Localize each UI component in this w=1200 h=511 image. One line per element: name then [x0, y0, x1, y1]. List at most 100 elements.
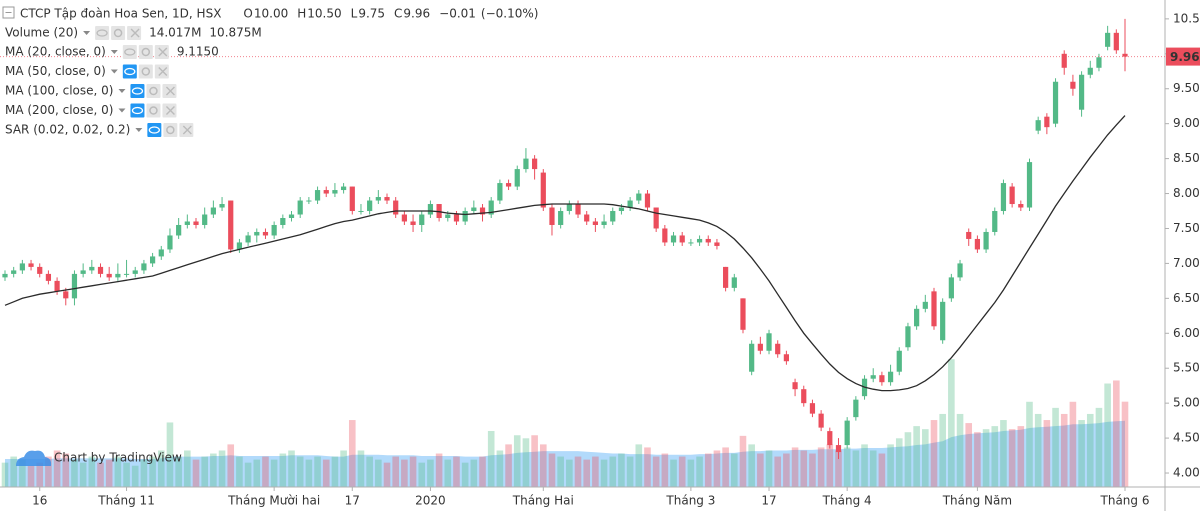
candle-body — [149, 256, 156, 264]
volume-bar — [592, 456, 599, 487]
volume-bar — [930, 420, 938, 487]
candle-body — [1070, 81, 1076, 89]
visibility-button[interactable] — [130, 84, 145, 98]
volume-bar — [835, 450, 842, 487]
volume-bar — [531, 435, 538, 487]
volume-bar — [505, 444, 512, 487]
volume-bar — [227, 444, 235, 487]
x-tick-label: 17 — [345, 494, 360, 508]
volume-bar — [322, 459, 330, 487]
volume-bar — [184, 450, 191, 487]
candle-body — [532, 158, 538, 170]
visibility-button[interactable] — [130, 103, 145, 118]
visibility-button[interactable] — [147, 123, 162, 137]
y-tick-label: 9.00 — [1173, 116, 1200, 130]
volume-bar — [340, 450, 347, 487]
candle-body — [497, 183, 503, 201]
eye-icon — [148, 126, 160, 134]
high-letter: H — [297, 7, 306, 21]
x-tick-label: Tháng Năm — [942, 494, 1012, 508]
dropdown-caret[interactable] — [118, 89, 126, 93]
volume-bar — [270, 459, 278, 487]
remove-button[interactable] — [154, 45, 169, 59]
volume-bar — [62, 453, 70, 487]
candle-body — [766, 333, 772, 351]
candle-body — [1087, 67, 1093, 75]
candle-body — [453, 214, 460, 222]
volume-bar — [982, 429, 990, 487]
volume-bar — [314, 456, 321, 487]
candle-body — [488, 200, 494, 215]
dropdown-caret[interactable] — [118, 108, 126, 113]
dropdown-caret[interactable] — [83, 31, 91, 35]
remove-button[interactable] — [179, 123, 194, 137]
candle-body — [853, 399, 859, 418]
visibility-button[interactable] — [122, 45, 137, 59]
volume-bar — [296, 456, 304, 487]
gear-icon — [141, 47, 151, 57]
indicator-name: MA (50, close, 0) — [5, 64, 106, 78]
volume-bar — [722, 447, 729, 487]
candle-body — [575, 204, 581, 215]
candle-body — [592, 221, 598, 225]
dropdown-caret[interactable] — [135, 128, 143, 132]
settings-button[interactable] — [163, 123, 178, 137]
close-icon — [165, 106, 175, 115]
indicator-name: Volume (20) — [5, 26, 78, 40]
x-tick-label: Tháng Mười hai — [227, 494, 320, 508]
candle-body — [636, 193, 642, 201]
volume-bar — [487, 430, 495, 487]
settings-button[interactable] — [146, 84, 161, 98]
dropdown-caret[interactable] — [110, 50, 118, 54]
volume-bar — [131, 465, 139, 487]
gear-icon — [166, 125, 175, 135]
settings-button[interactable] — [111, 26, 126, 40]
volume-bar — [1095, 407, 1103, 487]
candle-body — [844, 420, 850, 446]
volume-bar — [600, 459, 608, 487]
candle-body — [54, 280, 60, 292]
x-tick-label: Tháng 3 — [665, 494, 715, 508]
volume-bar — [201, 456, 208, 487]
settings-button[interactable] — [138, 64, 153, 79]
remove-button[interactable] — [127, 26, 142, 40]
candle-body — [688, 242, 694, 244]
candle-body — [887, 371, 894, 383]
candle-body — [905, 326, 911, 348]
volume-bar — [635, 444, 643, 487]
volume-bar — [427, 459, 434, 487]
volume-bar — [852, 450, 860, 487]
candle-body — [384, 197, 390, 201]
visibility-button[interactable] — [122, 64, 137, 79]
volume-bar — [991, 426, 999, 487]
candle-body — [97, 266, 104, 274]
y-tick-label: 4.00 — [1173, 466, 1200, 480]
dropdown-caret[interactable] — [110, 69, 118, 74]
volume-bar — [123, 462, 130, 487]
volume-bar — [375, 459, 382, 487]
candle-body — [896, 350, 902, 372]
remove-button[interactable] — [154, 64, 169, 79]
settings-button[interactable] — [146, 103, 161, 118]
remove-button[interactable] — [162, 103, 177, 118]
volume-bar — [210, 453, 217, 487]
visibility-button[interactable] — [95, 26, 110, 40]
candle-body — [757, 343, 763, 351]
remove-button[interactable] — [162, 84, 177, 98]
indicator-name: MA (20, close, 0) — [5, 45, 106, 59]
candle-body — [341, 186, 347, 191]
candle-body — [1000, 183, 1007, 212]
volume-bar — [539, 444, 547, 487]
volume-bar — [140, 459, 148, 487]
chart-title: CTCP Tập đoàn Hoa Sen, 1D, HSX — [20, 7, 221, 21]
candle-body — [479, 207, 486, 215]
volume-bar — [678, 456, 686, 487]
candle-body — [106, 273, 112, 278]
ma-line — [4, 115, 1126, 392]
candle-body — [167, 235, 173, 250]
close-icon — [130, 28, 140, 38]
candle-body — [1052, 81, 1059, 124]
settings-button[interactable] — [138, 45, 153, 59]
y-tick-label: 8.50 — [1173, 151, 1200, 165]
candle-body — [514, 169, 520, 187]
